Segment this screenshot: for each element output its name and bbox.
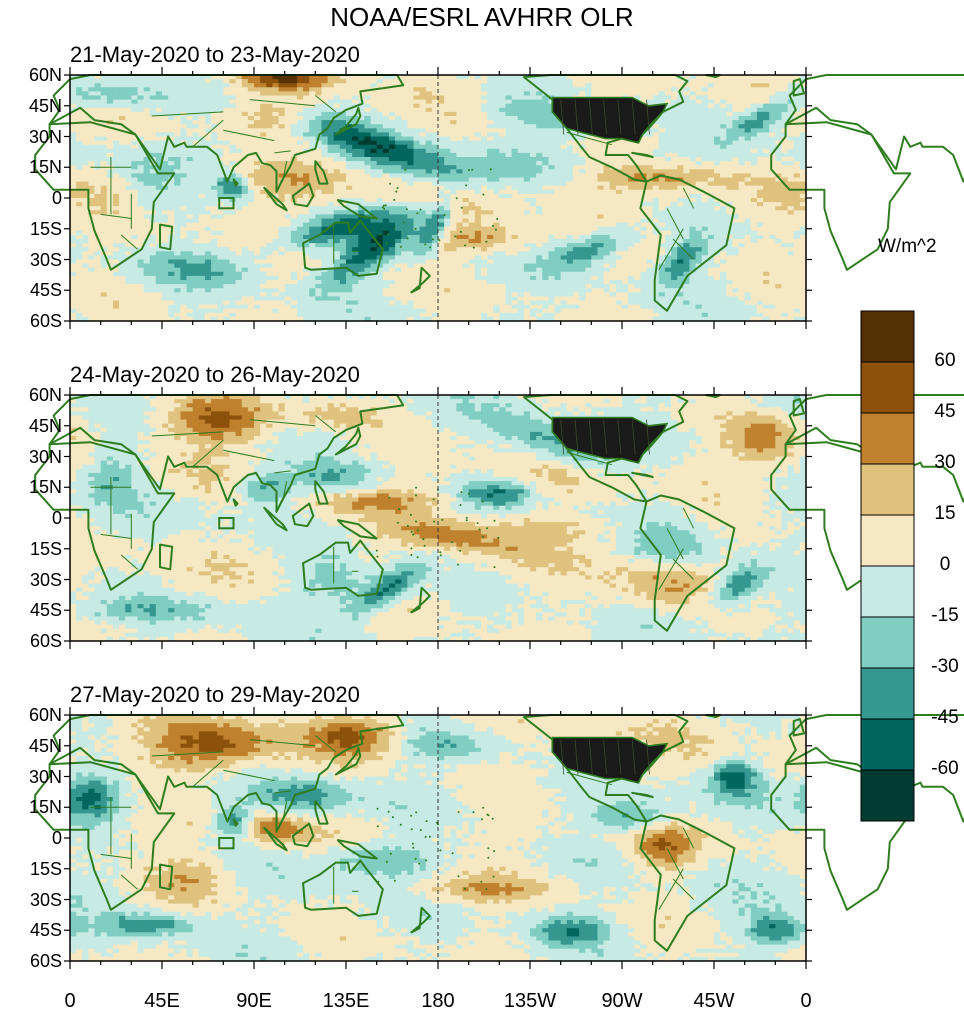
colorbar-label-45: 45 <box>925 402 964 422</box>
colorbar-units: W/m^2 <box>878 236 937 258</box>
colorbar-segment-1 <box>860 361 915 414</box>
lat-label-p2-7: 45S <box>0 601 62 619</box>
lat-label-p1-7: 45S <box>0 281 62 299</box>
axis-ticks <box>64 707 812 969</box>
lon-label-45w: 45W <box>674 990 754 1012</box>
us-states <box>551 96 669 144</box>
coastlines <box>34 74 964 312</box>
axis-ticks <box>64 387 812 649</box>
lon-label-90w: 90W <box>582 990 662 1012</box>
colorbar-label-m45: -45 <box>925 708 964 728</box>
lat-label-p1-4: 0 <box>0 189 62 207</box>
colorbar-label-m60: -60 <box>925 759 964 779</box>
lat-label-p3-5: 15S <box>0 860 62 878</box>
colorbar-label-m15: -15 <box>925 606 964 626</box>
lat-label-p3-3: 15N <box>0 798 62 816</box>
olr-map-panel-1 <box>34 67 964 329</box>
colorbar-segment-9 <box>860 769 915 822</box>
us-states <box>551 416 669 464</box>
lon-label-180: 180 <box>398 990 478 1012</box>
region-box <box>218 837 235 850</box>
colorbar-segment-0 <box>860 310 915 363</box>
lon-label-135w: 135W <box>490 990 570 1012</box>
panel-1-title: 21-May-2020 to 23-May-2020 <box>70 42 360 68</box>
colorbar-label-60: 60 <box>925 351 964 371</box>
axis-ticks <box>64 67 812 329</box>
lat-label-p2-8: 60S <box>0 632 62 650</box>
lon-label-0-end: 0 <box>766 990 846 1012</box>
colorbar-segment-5 <box>860 565 915 618</box>
region-box <box>218 517 235 530</box>
colorbar-label-15: 15 <box>925 504 964 524</box>
lat-label-p2-4: 0 <box>0 509 62 527</box>
colorbar-segment-7 <box>860 667 915 720</box>
colorbar-segment-3 <box>860 463 915 516</box>
olr-field <box>70 715 807 962</box>
colorbar-segment-4 <box>860 514 915 567</box>
panel-2-title: 24-May-2020 to 26-May-2020 <box>70 362 360 388</box>
lat-label-p1-5: 15S <box>0 220 62 238</box>
lon-label-45e: 45E <box>122 990 202 1012</box>
lat-label-p3-0: 60N <box>0 706 62 724</box>
colorbar-label-30: 30 <box>925 453 964 473</box>
us-states <box>551 736 669 784</box>
lon-label-0: 0 <box>30 990 110 1012</box>
panel-3-title: 27-May-2020 to 29-May-2020 <box>70 682 360 708</box>
lat-label-p2-3: 15N <box>0 478 62 496</box>
colorbar-segment-8 <box>860 718 915 771</box>
lat-label-p2-5: 15S <box>0 540 62 558</box>
lat-label-p2-0: 60N <box>0 386 62 404</box>
lon-label-135e: 135E <box>306 990 386 1012</box>
lat-label-p1-3: 15N <box>0 158 62 176</box>
colorbar-segment-2 <box>860 412 915 465</box>
lat-label-p2-2: 30N <box>0 448 62 466</box>
lat-label-p3-6: 30S <box>0 891 62 909</box>
lat-label-p3-2: 30N <box>0 768 62 786</box>
lat-label-p1-6: 30S <box>0 251 62 269</box>
colorbar-label-0: 0 <box>925 555 964 575</box>
lon-label-90e: 90E <box>214 990 294 1012</box>
lat-label-p1-0: 60N <box>0 66 62 84</box>
olr-map-panel-2 <box>34 387 964 649</box>
lat-label-p2-1: 45N <box>0 417 62 435</box>
lat-label-p1-8: 60S <box>0 312 62 330</box>
lat-label-p3-4: 0 <box>0 829 62 847</box>
lat-label-p2-6: 30S <box>0 571 62 589</box>
colorbar-label-m30: -30 <box>925 657 964 677</box>
lat-label-p3-1: 45N <box>0 737 62 755</box>
figure-title: NOAA/ESRL AVHRR OLR <box>0 2 964 32</box>
olr-map-panel-3 <box>34 707 964 969</box>
lat-label-p1-2: 30N <box>0 128 62 146</box>
colorbar-segment-6 <box>860 616 915 669</box>
lat-label-p1-1: 45N <box>0 97 62 115</box>
country-borders <box>90 415 695 591</box>
region-box <box>218 197 235 210</box>
colorbar <box>860 310 915 822</box>
country-borders <box>90 95 695 271</box>
lat-label-p3-7: 45S <box>0 921 62 939</box>
lat-label-p3-8: 60S <box>0 952 62 970</box>
